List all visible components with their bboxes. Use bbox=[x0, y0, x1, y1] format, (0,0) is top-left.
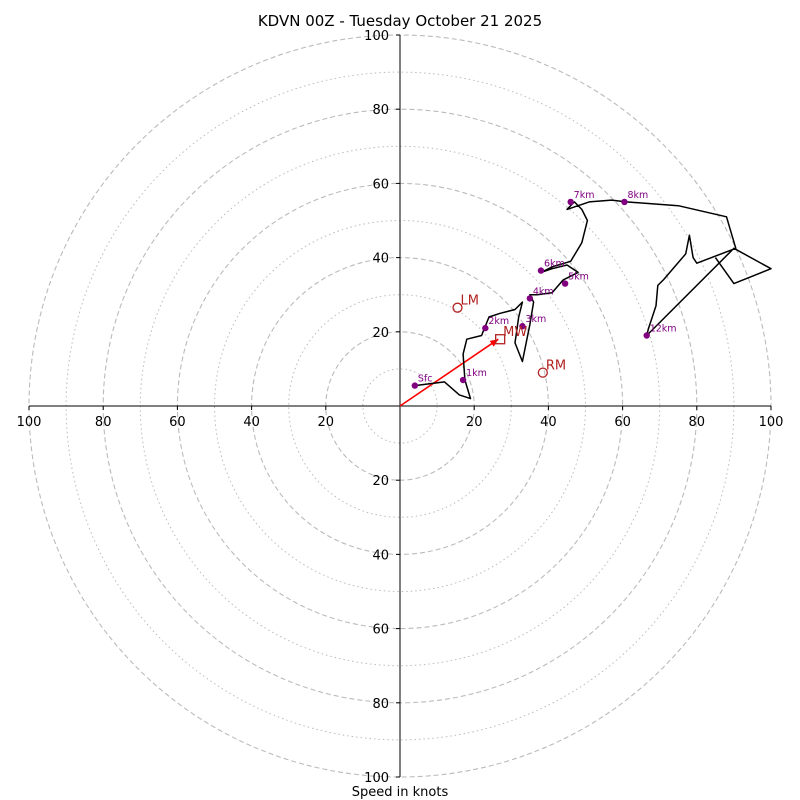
storm-motion-rm-label: RM bbox=[546, 359, 566, 374]
y-tick-label: 20 bbox=[372, 326, 389, 341]
height-marker-label: Sfc bbox=[418, 374, 433, 385]
x-tick-label: 60 bbox=[169, 415, 186, 430]
storm-motion-mw-marker bbox=[495, 334, 506, 345]
y-tick-label: 40 bbox=[372, 252, 389, 267]
storm-motion-mw-label: MW bbox=[503, 325, 527, 340]
height-marker-label: 12km bbox=[650, 324, 677, 335]
x-tick-label: 80 bbox=[689, 415, 706, 430]
height-marker-dot bbox=[561, 280, 569, 287]
y-tick-label: 60 bbox=[372, 623, 389, 638]
height-marker-label: 3km bbox=[525, 314, 546, 325]
height-marker-label: 1km bbox=[466, 368, 487, 379]
x-tick-label: 80 bbox=[95, 415, 112, 430]
height-marker-label: 7km bbox=[574, 190, 595, 201]
y-tick-label: 80 bbox=[372, 103, 389, 118]
height-marker-dot bbox=[411, 382, 419, 389]
y-tick-label: 80 bbox=[372, 697, 389, 712]
storm-motion-rm-marker bbox=[537, 367, 548, 378]
x-tick-label: 20 bbox=[318, 415, 335, 430]
motion-layer: LM RM MW bbox=[452, 294, 566, 378]
x-tick-label: 60 bbox=[614, 415, 631, 430]
mean-wind-arrowhead bbox=[489, 339, 499, 347]
height-marker-dot bbox=[643, 332, 650, 339]
height-marker-dot bbox=[526, 295, 534, 302]
height-marker-label: 8km bbox=[627, 190, 648, 201]
y-tick-label: 40 bbox=[372, 548, 389, 563]
height-marker-label: 4km bbox=[533, 286, 554, 297]
y-tick-label: 100 bbox=[364, 771, 389, 786]
height-marker-dot bbox=[537, 267, 545, 274]
chart-title: KDVN 00Z - Tuesday October 21 2025 bbox=[258, 12, 542, 30]
y-tick-label: 60 bbox=[372, 177, 389, 192]
storm-motion-lm-marker bbox=[452, 302, 463, 313]
x-tick-label: 40 bbox=[540, 415, 557, 430]
x-axis-label: Speed in knots bbox=[352, 785, 449, 800]
mean-wind-arrow bbox=[399, 338, 499, 407]
height-marker-dot bbox=[567, 198, 574, 206]
y-tick-label: 100 bbox=[364, 29, 389, 44]
height-marker-dot bbox=[621, 198, 628, 206]
storm-motion-lm-label: LM bbox=[461, 294, 479, 309]
height-marker-dot bbox=[482, 324, 489, 332]
x-tick-label: 100 bbox=[759, 415, 784, 430]
x-tick-label: 100 bbox=[17, 415, 42, 430]
axes-layer: 100 80 60 40 20 20 40 60 80 100 100 80 60 40 20 20 40 60 8… bbox=[17, 29, 784, 786]
height-marker-label: 6km bbox=[544, 259, 565, 270]
y-tick-label: 20 bbox=[372, 474, 389, 489]
height-marker-dot bbox=[459, 376, 467, 384]
hodograph-trace bbox=[414, 199, 772, 400]
height-marker-label: 2km bbox=[488, 316, 509, 327]
x-tick-label: 20 bbox=[466, 415, 483, 430]
height-marker-dot bbox=[519, 323, 526, 330]
x-tick-label: 40 bbox=[243, 415, 260, 430]
height-marker-label: 5km bbox=[568, 272, 589, 283]
